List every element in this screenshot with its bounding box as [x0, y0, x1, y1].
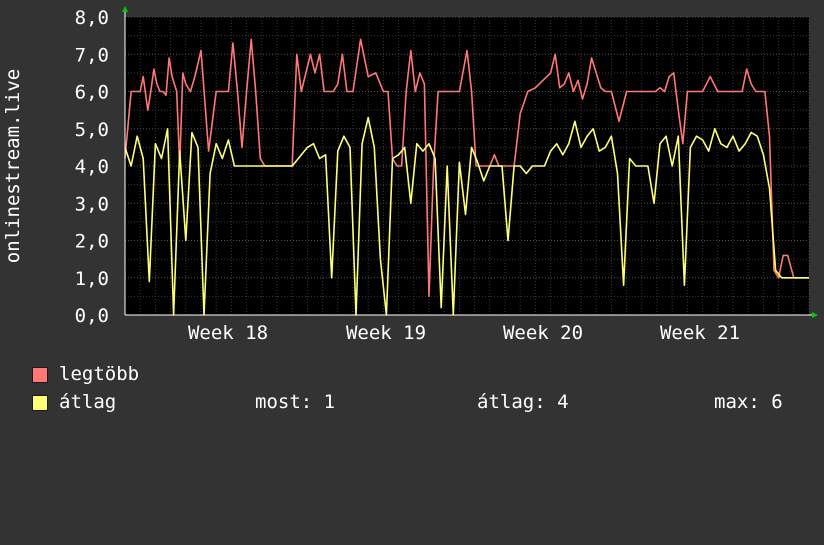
x-tick-label: Week 18 [188, 322, 268, 344]
y-axis-arrow-icon [122, 6, 128, 12]
y-tick-label: 5,0 [75, 119, 109, 141]
y-tick-label: 1,0 [75, 268, 109, 290]
x-tick-labels: Week 18 Week 19 Week 20 Week 21 [188, 322, 740, 344]
y-tick-label: 8,0 [75, 7, 109, 29]
legend: legtöbb átlag most: 1 átlag: 4 max: 6 [32, 363, 783, 429]
y-tick-label: 7,0 [75, 44, 109, 66]
y-tick-label: 3,0 [75, 193, 109, 215]
y-tick-label: 4,0 [75, 156, 109, 178]
stat-max: max: 6 [714, 391, 783, 413]
atlag-swatch [32, 395, 48, 411]
stat-atlag: átlag: 4 [477, 391, 569, 413]
y-tick-label: 2,0 [75, 231, 109, 253]
x-axis-arrow-icon [812, 312, 818, 318]
legend-row-legtobb: legtöbb [32, 363, 824, 385]
chart: 0,01,02,03,04,05,06,07,08,0 Week 18 Week … [2, 6, 818, 344]
atlag-label: átlag [59, 391, 117, 413]
y-tick-labels: 0,0 1,0 2,0 3,0 4,0 5,0 6,0 7,0 8,0 [75, 7, 109, 327]
y-tick-label: 6,0 [75, 82, 109, 104]
legtobb-label: legtöbb [59, 363, 140, 385]
series-lines [124, 38, 809, 316]
x-tick-label: Week 20 [503, 322, 583, 344]
y-tick-label: 0,0 [75, 305, 109, 327]
x-tick-label: Week 19 [346, 322, 426, 344]
stat-most: most: 1 [255, 391, 336, 413]
y-axis-label: onlinestream.live [2, 69, 24, 263]
series-line-atlag [124, 116, 809, 316]
x-tick-label: Week 21 [660, 322, 740, 344]
legend-row-atlag: átlag most: 1 átlag: 4 max: 6 [32, 391, 824, 413]
series-line-legtobb [124, 38, 809, 298]
legtobb-swatch [32, 367, 48, 383]
